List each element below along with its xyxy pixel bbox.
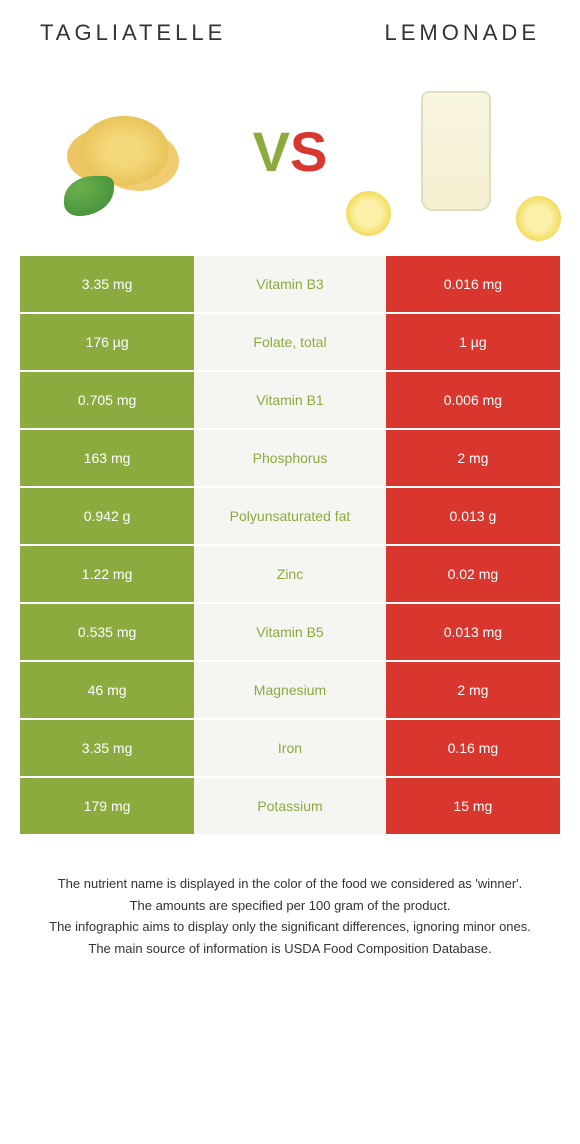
left-food-title: Tagliatelle bbox=[40, 20, 226, 46]
footer-text: The nutrient name is displayed in the co… bbox=[10, 874, 570, 958]
right-value: 0.013 g bbox=[386, 488, 560, 544]
right-value: 15 mg bbox=[386, 778, 560, 834]
right-value: 0.02 mg bbox=[386, 546, 560, 602]
nutrient-name: Magnesium bbox=[194, 662, 386, 718]
nutrient-row: 3.35 mgVitamin B30.016 mg bbox=[20, 256, 560, 312]
nutrient-name: Folate, total bbox=[194, 314, 386, 370]
left-value: 176 µg bbox=[20, 314, 194, 370]
mint-leaf-icon bbox=[64, 176, 114, 216]
left-value: 0.942 g bbox=[20, 488, 194, 544]
nutrient-name: Zinc bbox=[194, 546, 386, 602]
left-value: 163 mg bbox=[20, 430, 194, 486]
lemonade-glass-icon bbox=[421, 91, 491, 211]
vs-s-letter: S bbox=[290, 119, 327, 184]
header-row: Tagliatelle Lemonade bbox=[10, 20, 570, 46]
nutrient-name: Potassium bbox=[194, 778, 386, 834]
nutrient-row: 1.22 mgZinc0.02 mg bbox=[20, 546, 560, 602]
left-value: 46 mg bbox=[20, 662, 194, 718]
lemon-icon bbox=[516, 196, 561, 241]
nutrient-table: 3.35 mgVitamin B30.016 mg176 µgFolate, t… bbox=[10, 256, 570, 834]
nutrient-row: 46 mgMagnesium2 mg bbox=[20, 662, 560, 718]
footer-line: The nutrient name is displayed in the co… bbox=[40, 874, 540, 894]
nutrient-name: Phosphorus bbox=[194, 430, 386, 486]
vs-row: VS bbox=[10, 76, 570, 226]
tagliatelle-image bbox=[44, 76, 204, 226]
nutrient-row: 0.705 mgVitamin B10.006 mg bbox=[20, 372, 560, 428]
nutrient-row: 179 mgPotassium15 mg bbox=[20, 778, 560, 834]
left-value: 0.705 mg bbox=[20, 372, 194, 428]
vs-badge: VS bbox=[253, 119, 328, 184]
lemonade-image bbox=[376, 76, 536, 226]
right-value: 2 mg bbox=[386, 662, 560, 718]
left-value: 3.35 mg bbox=[20, 256, 194, 312]
nutrient-row: 163 mgPhosphorus2 mg bbox=[20, 430, 560, 486]
nutrient-row: 3.35 mgIron0.16 mg bbox=[20, 720, 560, 776]
right-value: 0.16 mg bbox=[386, 720, 560, 776]
left-value: 3.35 mg bbox=[20, 720, 194, 776]
nutrient-row: 176 µgFolate, total1 µg bbox=[20, 314, 560, 370]
right-value: 0.013 mg bbox=[386, 604, 560, 660]
left-value: 0.535 mg bbox=[20, 604, 194, 660]
right-value: 2 mg bbox=[386, 430, 560, 486]
right-value: 0.006 mg bbox=[386, 372, 560, 428]
nutrient-name: Polyunsaturated fat bbox=[194, 488, 386, 544]
vs-v-letter: V bbox=[253, 119, 290, 184]
nutrient-name: Iron bbox=[194, 720, 386, 776]
footer-line: The infographic aims to display only the… bbox=[40, 917, 540, 937]
nutrient-row: 0.535 mgVitamin B50.013 mg bbox=[20, 604, 560, 660]
right-food-title: Lemonade bbox=[385, 20, 540, 46]
nutrient-name: Vitamin B5 bbox=[194, 604, 386, 660]
right-value: 0.016 mg bbox=[386, 256, 560, 312]
footer-line: The main source of information is USDA F… bbox=[40, 939, 540, 959]
footer-line: The amounts are specified per 100 gram o… bbox=[40, 896, 540, 916]
nutrient-name: Vitamin B1 bbox=[194, 372, 386, 428]
lemon-icon bbox=[346, 191, 391, 236]
right-value: 1 µg bbox=[386, 314, 560, 370]
left-value: 179 mg bbox=[20, 778, 194, 834]
nutrient-row: 0.942 gPolyunsaturated fat0.013 g bbox=[20, 488, 560, 544]
nutrient-name: Vitamin B3 bbox=[194, 256, 386, 312]
left-value: 1.22 mg bbox=[20, 546, 194, 602]
